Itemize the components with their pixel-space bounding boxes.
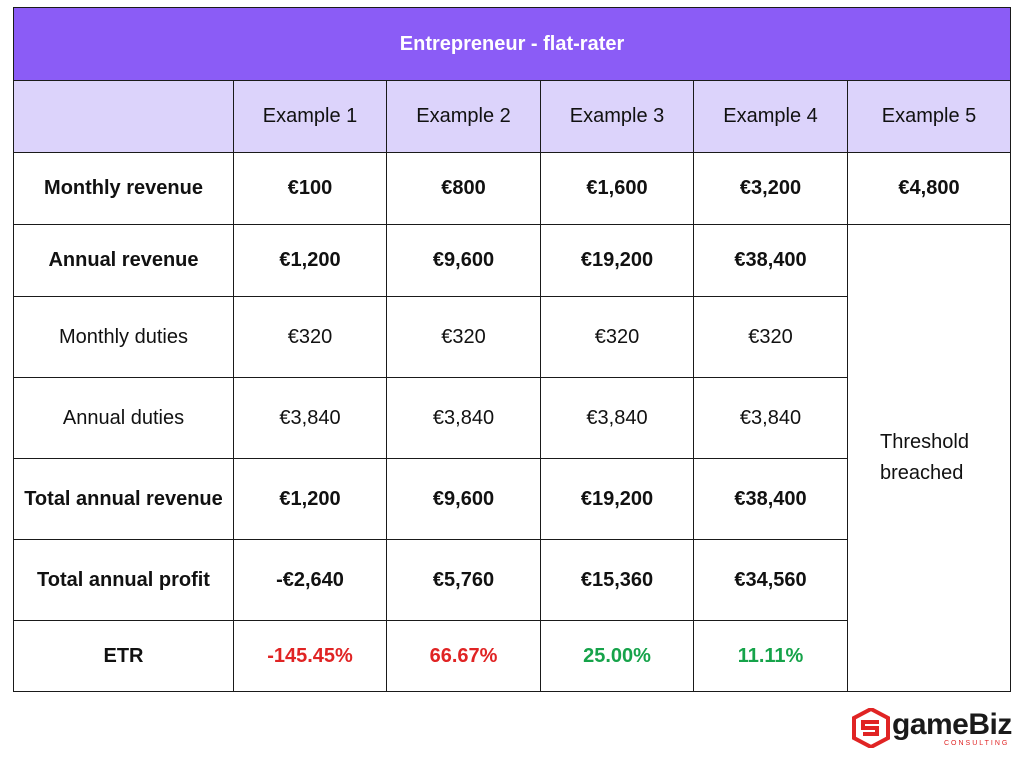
threshold-text-line: Threshold <box>880 431 969 453</box>
table-cell: €100 <box>233 152 387 225</box>
table-row-monthly-duties: Monthly duties €320 €320 €320 €320 <box>13 296 1011 378</box>
table-cell: €9,600 <box>386 458 541 540</box>
threshold-text-line: breached <box>880 462 964 484</box>
threshold-breached-cell: Threshold breached <box>846 224 1012 692</box>
etr-cell-negative: -145.45% <box>233 620 387 692</box>
table-cell: €3,840 <box>233 377 387 459</box>
table-row-total-annual-revenue: Total annual revenue €1,200 €9,600 €19,2… <box>13 458 1011 540</box>
table-row-etr: ETR -145.45% 66.67% 25.00% 11.11% <box>13 620 1011 692</box>
table-cell: €3,200 <box>693 152 848 225</box>
row-label: Annual revenue <box>13 224 234 297</box>
etr-cell-positive: 25.00% <box>540 620 694 692</box>
table-row-total-annual-profit: Total annual profit -€2,640 €5,760 €15,3… <box>13 539 1011 621</box>
table-cell: €19,200 <box>540 224 694 297</box>
row-label: Total annual profit <box>13 539 234 621</box>
table-cell: €1,600 <box>540 152 694 225</box>
table-title: Entrepreneur - flat-rater <box>12 7 1012 81</box>
column-header: Example 4 <box>693 80 848 153</box>
column-header: Example 1 <box>233 80 387 153</box>
table-cell: €1,200 <box>233 224 387 297</box>
column-header: Example 5 <box>846 80 1012 153</box>
table-cell: €38,400 <box>693 224 848 297</box>
table-cell: €4,800 <box>846 152 1012 225</box>
table-cell: €320 <box>540 296 694 378</box>
table-cell: €800 <box>386 152 541 225</box>
etr-cell-positive: 11.11% <box>693 620 848 692</box>
row-label: Monthly duties <box>13 296 234 378</box>
column-header: Example 2 <box>386 80 541 153</box>
table-cell: €19,200 <box>540 458 694 540</box>
row-label: Monthly revenue <box>13 152 234 225</box>
table-cell: €1,200 <box>233 458 387 540</box>
table-cell: €3,840 <box>540 377 694 459</box>
table-row-monthly-revenue: Monthly revenue €100 €800 €1,600 €3,200 … <box>13 152 1012 225</box>
logo-name: gameBiz <box>892 708 1012 741</box>
table-cell: €15,360 <box>540 539 694 621</box>
table-cell: €320 <box>233 296 387 378</box>
table-cell: €3,840 <box>386 377 541 459</box>
table-cell: €9,600 <box>386 224 541 297</box>
gamebiz-hexagon-icon <box>852 708 890 748</box>
table-cell: €320 <box>693 296 848 378</box>
flat-rater-table: Entrepreneur - flat-rater Example 1 Exam… <box>12 7 1012 692</box>
row-label: Total annual revenue <box>13 458 234 540</box>
gamebiz-logo: gameBiz CONSULTING <box>852 706 1012 750</box>
column-header-row: Example 1 Example 2 Example 3 Example 4 … <box>13 80 1012 153</box>
table-cell: €38,400 <box>693 458 848 540</box>
column-header: Example 3 <box>540 80 694 153</box>
table-cell: -€2,640 <box>233 539 387 621</box>
row-label: ETR <box>13 620 234 692</box>
row-label: Annual duties <box>13 377 234 459</box>
logo-tagline: CONSULTING <box>944 740 1010 747</box>
table-cell: €320 <box>386 296 541 378</box>
table-cell: €34,560 <box>693 539 848 621</box>
table-row-annual-duties: Annual duties €3,840 €3,840 €3,840 €3,84… <box>13 377 1011 459</box>
etr-cell-negative: 66.67% <box>386 620 541 692</box>
column-header-empty <box>13 80 234 153</box>
table-cell: €5,760 <box>386 539 541 621</box>
table-cell: €3,840 <box>693 377 848 459</box>
table-row-annual-revenue: Annual revenue €1,200 €9,600 €19,200 €38… <box>13 224 1012 692</box>
table-title-row: Entrepreneur - flat-rater <box>12 7 1012 81</box>
